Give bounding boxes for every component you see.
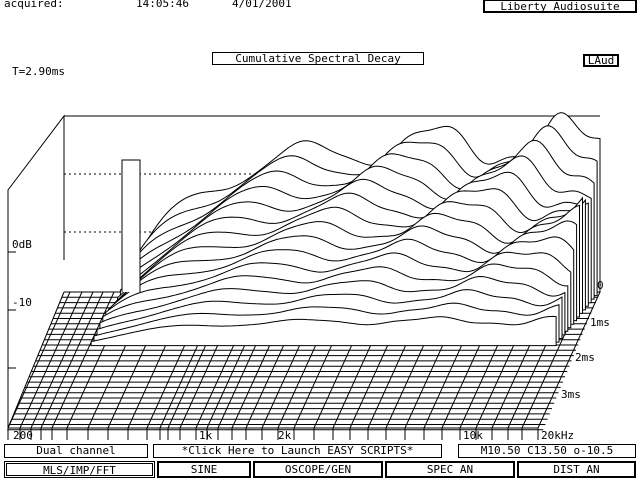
z-ticks — [8, 251, 16, 369]
channel-mode: Dual channel — [4, 444, 148, 458]
plot-title: Cumulative Spectral Decay — [212, 52, 424, 65]
marker-readout: M10.50 C13.50 o-10.5 — [458, 444, 636, 458]
easy-scripts-link[interactable]: *Click Here to Launch EASY SCRIPTS* — [153, 444, 442, 458]
mls-imp-fft-button[interactable]: MLS/IMP/FFT — [4, 461, 155, 478]
z-label-minus10: -10 — [12, 296, 32, 309]
acquired-time: 14:05:46 — [136, 0, 189, 10]
dist-an-button[interactable]: DIST AN — [517, 461, 636, 478]
z-label-0db: 0dB — [12, 238, 32, 251]
time-label-3ms: 3ms — [561, 388, 581, 401]
freq-label-10k: 10k — [463, 429, 483, 442]
spec-an-button[interactable]: SPEC AN — [385, 461, 515, 478]
time-label-1ms: 1ms — [590, 316, 610, 329]
freq-label-1k: 1k — [199, 429, 213, 442]
oscope-gen-button[interactable]: OSCOPE/GEN — [253, 461, 383, 478]
decay-slice — [90, 315, 557, 347]
floor-freq-line — [7, 291, 71, 429]
floor-freq-line — [51, 291, 115, 429]
waterfall-plot[interactable] — [0, 0, 640, 444]
freq-label-2k: 2k — [278, 429, 292, 442]
low-freq-step — [121, 159, 141, 292]
floor-freq-line — [19, 291, 83, 429]
plot-frame — [7, 114, 600, 429]
floor-freq-line — [30, 291, 94, 429]
time-label-2ms: 2ms — [575, 351, 595, 364]
app-title: Liberty Audiosuite — [483, 0, 637, 13]
time-label-0: 0 — [597, 279, 604, 292]
sine-button[interactable]: SINE — [157, 461, 251, 478]
time-readout: T=2.90ms — [12, 65, 65, 78]
software-badge: LAud — [583, 54, 619, 67]
floor-freq-line — [537, 291, 601, 429]
freq-label-20khz: 20kHz — [541, 429, 575, 442]
floor-freq-line — [40, 291, 104, 429]
acquired-date: 4/01/2001 — [232, 0, 292, 10]
freq-label-200: 200 — [13, 429, 33, 442]
acquired-label: acquired: — [4, 0, 64, 10]
